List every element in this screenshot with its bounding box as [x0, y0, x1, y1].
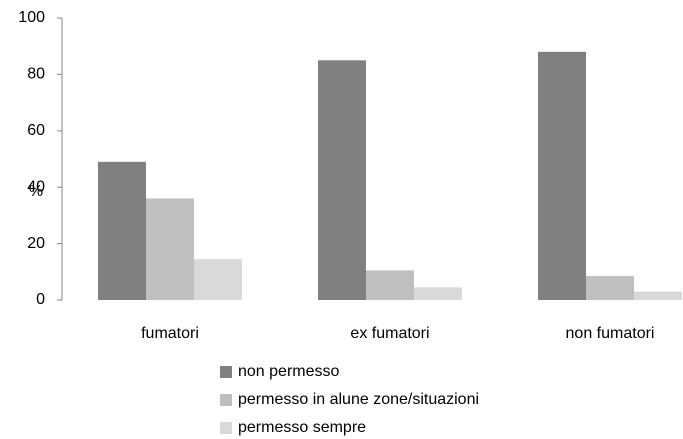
- bar: [194, 259, 242, 300]
- legend-label: non permesso: [238, 363, 339, 380]
- legend-swatch: [220, 394, 232, 406]
- bar: [586, 276, 634, 300]
- bar: [366, 270, 414, 300]
- bar: [146, 198, 194, 300]
- y-tick-label: 40: [27, 178, 45, 195]
- bar: [634, 291, 682, 300]
- y-axis-label: %: [29, 183, 43, 200]
- y-tick-label: 100: [18, 9, 45, 26]
- y-tick-label: 20: [27, 235, 45, 252]
- legend-swatch: [220, 422, 232, 434]
- x-tick-label: ex fumatori: [350, 325, 429, 342]
- y-tick-label: 0: [36, 291, 45, 308]
- legend-label: permesso sempre: [238, 419, 366, 436]
- bar: [414, 287, 462, 300]
- bar: [318, 60, 366, 300]
- legend-swatch: [220, 366, 232, 378]
- x-tick-label: non fumatori: [566, 325, 655, 342]
- legend-label: permesso in alune zone/situazioni: [238, 391, 479, 408]
- x-tick-label: fumatori: [141, 325, 199, 342]
- bar: [98, 161, 146, 300]
- bar: [538, 51, 586, 301]
- y-tick-label: 60: [27, 122, 45, 139]
- y-tick-label: 80: [27, 66, 45, 83]
